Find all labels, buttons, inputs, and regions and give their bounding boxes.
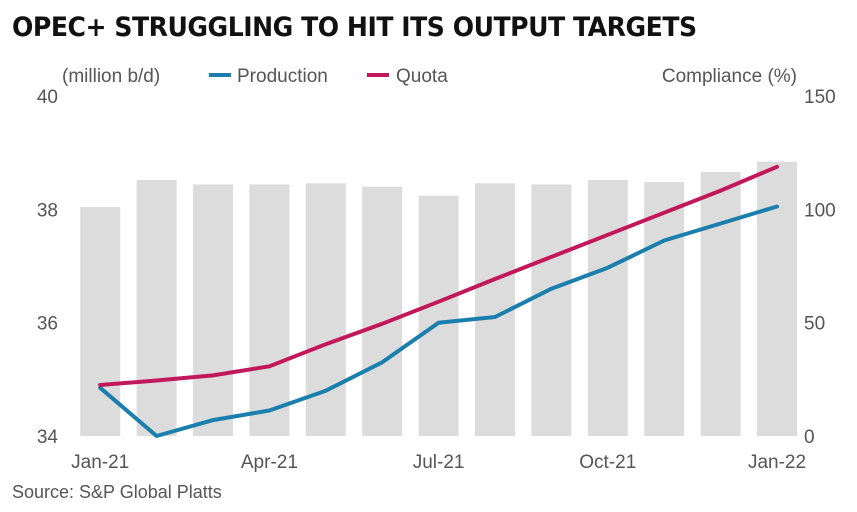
compliance-bar [757,161,797,436]
compliance-bar [362,186,403,436]
legend-label-production: Production [237,66,328,87]
left-tick-label: 34 [37,427,59,448]
compliance-bar [587,179,628,436]
left-tick-label: 40 [37,87,58,108]
right-axis-label: Compliance (%) [662,66,797,87]
x-tick-label: Oct-21 [579,452,636,473]
compliance-bar [193,184,233,436]
legend: (million b/d) Production Quota Complianc… [62,66,797,87]
right-tick-label: 150 [804,87,836,108]
compliance-bar [305,183,346,436]
series-lines [98,164,779,438]
axes: 34 36 38 40 0 50 100 150 Jan-21 Apr-21 Jul-21 Oct-2… [37,87,836,473]
chart-title: OPEC+ STRUGGLING TO HIT ITS OUTPUT TARGE… [12,12,697,43]
compliance-bar [700,171,741,436]
compliance-bar [644,182,685,436]
x-tick-label: Jul-21 [413,452,465,473]
x-tick-label: Apr-21 [241,452,298,473]
compliance-bar [531,184,572,436]
compliance-bar [249,184,290,436]
compliance-bar [418,195,459,436]
right-tick-label: 0 [804,427,815,448]
source-note: Source: S&P Global Platts [12,482,222,502]
left-tick-label: 38 [37,200,58,221]
left-axis-label: (million b/d) [62,66,160,87]
right-tick-label: 50 [804,314,825,335]
compliance-bars [80,161,797,436]
x-tick-label: Jan-22 [748,452,806,473]
compliance-bar [136,179,177,436]
left-tick-label: 36 [37,314,58,335]
x-tick-label: Jan-21 [71,452,129,473]
series-line-production [98,204,779,438]
series-line-quota [98,164,779,387]
legend-label-quota: Quota [396,66,448,87]
right-tick-label: 100 [804,200,836,221]
